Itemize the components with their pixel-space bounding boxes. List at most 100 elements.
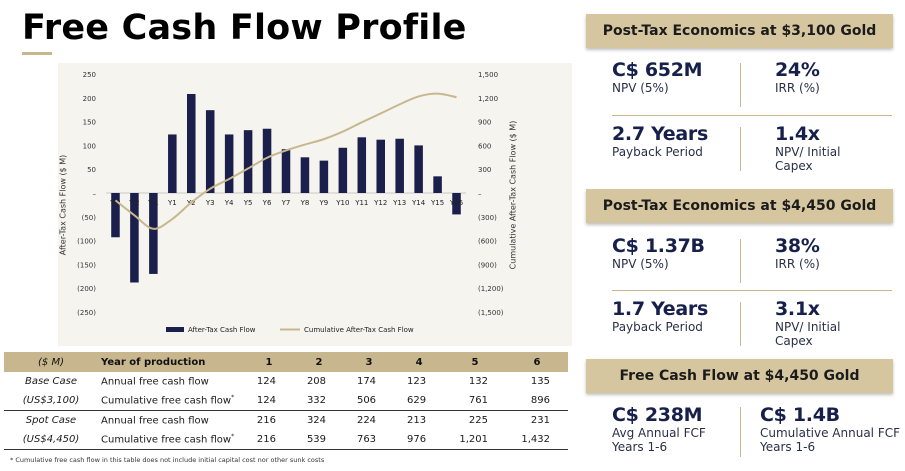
panel-header-fcf-4450-gold: Free Cash Flow at $4,450 Gold — [586, 359, 893, 393]
x-tick-label: Y14 — [411, 199, 426, 207]
metric-value: 3.1x — [775, 298, 820, 320]
bar — [300, 157, 310, 193]
bar — [433, 176, 442, 193]
metric-label: Payback Period — [612, 320, 703, 334]
y2-tick-label: 1,200 — [478, 95, 498, 103]
y-tick-label: 100 — [83, 142, 96, 150]
table-cell: 761 — [444, 391, 506, 411]
x-tick-label: Y4 — [224, 199, 234, 207]
y2-tick-label: 600 — [478, 142, 491, 150]
table-cell: 896 — [506, 391, 568, 411]
table-cell: 506 — [344, 391, 395, 411]
row-description: Cumulative free cash flow* — [98, 391, 244, 411]
cash-flow-chart: 250 200 150 100 50 – (50) (100) (150) (200) (250) 1… — [77, 71, 504, 334]
x-tick-label: Y3 — [205, 199, 215, 207]
table-cell: 174 — [356, 376, 377, 387]
metric-label: IRR (%) — [775, 257, 820, 271]
metric-payback: 2.7 Years Payback Period — [612, 124, 708, 160]
y-tick-label: (100) — [77, 238, 96, 246]
bar — [111, 193, 120, 238]
year-header: 3 — [344, 352, 395, 372]
metric-label: IRR (%) — [775, 81, 820, 95]
table-cell: 231 — [530, 415, 550, 426]
metric-value: 24% — [775, 59, 820, 81]
y-tick-label: – — [93, 190, 97, 198]
metric-value: C$ 238M — [612, 404, 703, 426]
bar — [281, 149, 291, 193]
case-price-label: (US$3,100) — [4, 391, 98, 411]
table-cell: 213 — [406, 415, 427, 426]
table-cell: 135 — [530, 376, 550, 387]
table-cell: 224 — [356, 415, 377, 426]
metric-avg-annual-fcf: C$ 238M Avg Annual FCF Years 1-6 — [612, 404, 706, 455]
bar — [357, 137, 367, 193]
metric-divider — [740, 127, 741, 171]
metric-cumulative-fcf: C$ 1.4B Cumulative Annual FCF Years 1-6 — [760, 405, 901, 455]
footnote: * Cumulative free cash flow in this tabl… — [10, 456, 325, 464]
metric-divider — [740, 302, 741, 346]
title-underline — [22, 52, 52, 55]
table-row: Spot Case Annual free cash flow 216 324 … — [4, 411, 568, 431]
x-tick-label: Y-1 — [147, 199, 158, 207]
x-tick-label: Y13 — [392, 199, 406, 207]
y-tick-label: 150 — [83, 119, 96, 127]
legend-swatch-bar — [166, 327, 184, 332]
table-header-row: ($ M) Year of production 1 2 3 4 5 6 — [4, 352, 568, 372]
metric-divider — [740, 239, 741, 283]
metric-npv-capex: 1.4x NPV/ Initial Capex — [775, 123, 840, 174]
metric-value: 38% — [775, 235, 820, 257]
metric-label: Cumulative Annual FCF — [760, 426, 901, 440]
metric-npv: C$ 652M NPV (5%) — [612, 60, 703, 96]
bar — [243, 130, 253, 193]
x-tick-label: Y8 — [300, 199, 310, 207]
y2-tick-label: (1,500) — [478, 309, 504, 317]
y-tick-label: (200) — [77, 285, 96, 293]
x-tick-label: Y-3 — [109, 199, 120, 207]
y-tick-label: 50 — [87, 166, 96, 174]
table-cell: 216 — [256, 415, 277, 426]
table-cell: 1,432 — [506, 430, 568, 450]
table-cell: 123 — [406, 376, 427, 387]
y2-axis-title: Cumulative After-Tax Cash Flow ($ M) — [508, 120, 518, 270]
bar — [319, 160, 329, 193]
table-cell: 332 — [294, 391, 345, 411]
y-axis-title: After-Tax Cash Flow ($ M) — [58, 154, 68, 256]
table-cell: 216 — [244, 430, 295, 450]
bar — [149, 193, 158, 274]
legend-label: After-Tax Cash Flow — [188, 326, 256, 334]
x-tick-label: Y7 — [281, 199, 291, 207]
metric-payback: 1.7 Years Payback Period — [612, 299, 708, 335]
cumulative-line — [114, 92, 457, 230]
metric-label-line2: Years 1-6 — [612, 440, 668, 454]
metric-label: Avg Annual FCF — [612, 426, 706, 440]
metric-value: 1.4x — [775, 123, 820, 145]
metric-value: C$ 1.37B — [612, 235, 705, 257]
metric-divider — [612, 115, 892, 116]
table-cell: 629 — [394, 391, 445, 411]
year-header: 5 — [444, 352, 506, 372]
legend-label: Cumulative After-Tax Cash Flow — [304, 326, 414, 334]
case-label: Base Case — [24, 376, 77, 387]
year-header: 1 — [244, 352, 295, 372]
y2-tick-label: (900) — [478, 261, 497, 269]
bar — [205, 110, 215, 193]
bar — [168, 134, 177, 193]
bar — [224, 134, 234, 193]
metric-label: NPV (5%) — [612, 81, 669, 95]
table-cell: 763 — [344, 430, 395, 450]
bar — [395, 138, 404, 193]
y-tick-label: (50) — [82, 214, 97, 222]
y2-tick-label: (600) — [478, 238, 497, 246]
table-cell: 976 — [394, 430, 445, 450]
metric-npv: C$ 1.37B NPV (5%) — [612, 235, 705, 272]
page-title: Free Cash Flow Profile — [22, 8, 467, 48]
metric-npv-capex: 3.1x NPV/ Initial Capex — [775, 298, 841, 349]
y2-tick-label: 1,500 — [478, 71, 498, 79]
metric-label: NPV (5%) — [612, 257, 669, 271]
metric-label: NPV/ Initial — [775, 320, 841, 334]
bar — [262, 128, 272, 193]
metric-divider — [740, 407, 741, 457]
year-header: 2 — [294, 352, 345, 372]
x-tick-label: Y15 — [430, 199, 444, 207]
bar — [376, 139, 385, 193]
